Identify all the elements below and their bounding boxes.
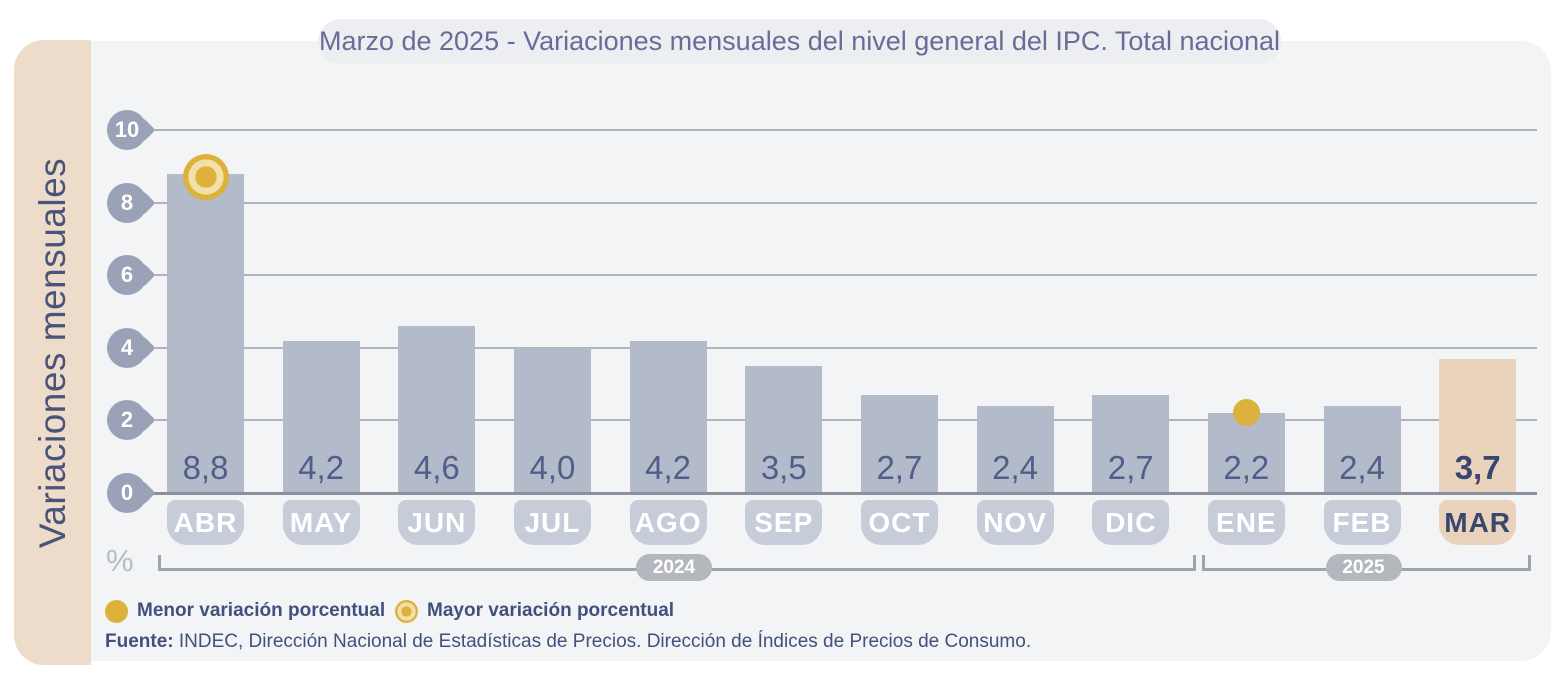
bar-jul: [513, 347, 591, 494]
month-tag-ene: ENE: [1207, 500, 1285, 545]
bar-jun: [398, 326, 476, 494]
min-variation-dot-icon: [105, 599, 128, 623]
bar-ago: [629, 340, 707, 494]
month-tag-nov: NOV: [976, 500, 1054, 545]
y-tick-label: 2: [120, 407, 134, 433]
bar-value-jun: 4,6: [413, 449, 460, 486]
bar-value-mar: 3,7: [1454, 449, 1501, 486]
bar-value-dic: 2,7: [1107, 449, 1154, 486]
percent-unit-label: %: [106, 543, 134, 578]
gridline-2: [152, 419, 1537, 422]
source-prefix: Fuente:: [105, 631, 174, 652]
bar-oct: [860, 394, 938, 494]
gridline-6: [152, 274, 1537, 277]
y-tick-10: 10: [107, 110, 147, 150]
y-tick-label: 10: [114, 117, 140, 142]
month-tag-jul: JUL: [513, 500, 591, 545]
source-note: Fuente: INDEC, Dirección Nacional de Est…: [105, 631, 1031, 653]
month-tag-ago: AGO: [629, 500, 707, 545]
gridline-4: [152, 346, 1537, 349]
legend-item-mayor-variacion: Mayor variación porcentual: [395, 599, 674, 623]
bar-value-ago: 4,2: [645, 449, 692, 486]
y-tick-2: 2: [107, 400, 147, 441]
bar-value-nov: 2,4: [992, 449, 1038, 486]
legend-label: Mayor variación porcentual: [427, 600, 675, 621]
max-variation-ring-icon: [395, 599, 418, 623]
legend-label: Menor variación porcentual: [137, 600, 386, 621]
bar-mar: [1439, 358, 1517, 494]
month-tag-sep: SEP: [745, 500, 823, 545]
month-tag-mar: MAR: [1439, 500, 1517, 545]
y-tick-label: 8: [120, 189, 134, 215]
legend-item-menor-variacion: Menor variación porcentual: [105, 599, 385, 623]
bar-may: [282, 340, 360, 494]
month-tag-jun: JUN: [398, 500, 476, 545]
y-tick-label: 4: [120, 334, 134, 360]
month-tag-may: MAY: [282, 500, 360, 545]
bar-value-may: 4,2: [298, 449, 345, 486]
gridline-10: [152, 129, 1537, 131]
bar-value-sep: 3,5: [760, 449, 807, 486]
y-tick-6: 6: [107, 255, 147, 296]
bar-value-feb: 2,4: [1339, 449, 1385, 486]
bar-dic: [1092, 394, 1170, 494]
bar-abr: [167, 173, 244, 494]
chart-title: Marzo de 2025 - Variaciones mensuales de…: [318, 26, 1281, 56]
month-tag-oct: OCT: [860, 500, 938, 545]
y-tick-label: 6: [120, 262, 134, 288]
bar-value-jul: 4,0: [529, 449, 576, 486]
max-variation-marker-icon: [182, 153, 229, 200]
bar-ene: [1207, 413, 1285, 494]
chart-title-pill: Marzo de 2025 - Variaciones mensuales de…: [318, 19, 1281, 64]
bar-sep: [745, 365, 823, 494]
month-tag-abr: ABR: [167, 500, 244, 545]
y-tick-0: 0: [107, 473, 147, 513]
bar-nov: [976, 405, 1054, 494]
y-tick-4: 4: [107, 327, 147, 368]
month-tag-feb: FEB: [1323, 500, 1401, 545]
year-pill-2025: 2025: [1325, 554, 1402, 581]
min-variation-marker-icon: [1232, 399, 1260, 427]
chart-panel: [14, 41, 1551, 661]
y-tick-label: 0: [120, 480, 134, 505]
bar-value-ene: 2,2: [1223, 449, 1270, 486]
month-tag-dic: DIC: [1092, 500, 1170, 545]
gridline-8: [152, 201, 1537, 204]
bar-feb: [1323, 405, 1401, 494]
year-pill-2024: 2024: [636, 554, 712, 581]
gridline-0: [152, 491, 1537, 495]
source-text: INDEC, Dirección Nacional de Estadística…: [173, 631, 1032, 652]
y-tick-8: 8: [107, 182, 147, 223]
bar-value-abr: 8,8: [182, 449, 229, 486]
y-axis-label-strip: Variaciones mensuales: [14, 40, 91, 665]
bar-value-oct: 2,7: [876, 449, 923, 486]
